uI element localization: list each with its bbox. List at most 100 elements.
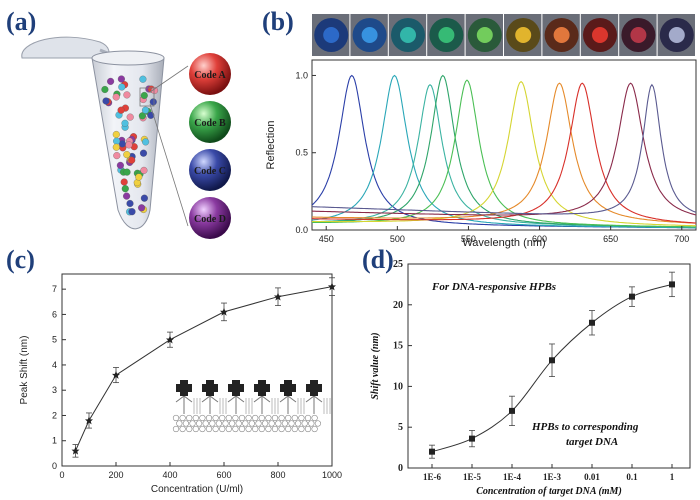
code-d-label: Code D (194, 214, 226, 225)
bead (126, 113, 134, 121)
panel-c-peak-shift-chart: 0 200 400 600 800 1000 0 1 2 3 4 5 6 7 Concentration … (19, 273, 342, 495)
surface-bead (278, 414, 285, 422)
surface-bead (298, 414, 305, 422)
swatch-glow (515, 27, 532, 43)
bead (126, 199, 134, 208)
enzyme-block (306, 380, 322, 396)
b-xtick-label: 650 (603, 234, 618, 244)
b-xtick-label: 450 (319, 234, 334, 244)
b-xtick-label: 500 (390, 234, 405, 244)
surface-bead (265, 414, 272, 422)
surface-bead (238, 414, 246, 422)
surface-bead (255, 420, 262, 427)
d-xtick-label: 1E-3 (543, 472, 562, 482)
c-ytick-label: 3 (52, 385, 57, 395)
surface-bead (314, 420, 322, 427)
bead (138, 204, 146, 212)
surface-bead (285, 425, 292, 433)
bead (118, 83, 126, 91)
surface-bead (225, 414, 232, 422)
d-square-marker (589, 319, 595, 326)
bead (121, 119, 129, 127)
c-ylabel: Peak Shift (nm) (19, 336, 30, 405)
surface-inset-diagram (172, 380, 331, 433)
swatch-glow (592, 27, 608, 43)
d-xtick-label: 1E-4 (503, 472, 522, 482)
spectrum-line (312, 82, 697, 224)
code-sphere-d: Code D (189, 197, 231, 239)
bead (125, 141, 133, 149)
enzyme-block (228, 380, 244, 396)
d-square-marker (669, 281, 675, 288)
swatch-glow (438, 27, 455, 43)
bead (113, 152, 121, 160)
surface-bead (196, 420, 203, 427)
surface-bead (258, 414, 265, 422)
surface-bead (172, 414, 180, 422)
enzyme-block (254, 380, 270, 396)
swatch-glow (668, 27, 685, 43)
zoom-box (139, 87, 155, 107)
d-xtick-label: 1E-6 (423, 472, 442, 482)
c-star-marker (274, 292, 282, 301)
surface-bead (209, 420, 216, 427)
surface-bead (242, 420, 249, 427)
d-xtick-label: 1 (670, 472, 675, 482)
spectra-lines (311, 74, 697, 229)
plot-frame-d (407, 263, 691, 469)
sphere-a-shape (189, 53, 231, 95)
panel-label-b: (b) (262, 7, 294, 36)
bead (102, 97, 110, 105)
bead (107, 77, 115, 85)
code-sphere-c: Code C (189, 149, 231, 191)
surface-bead (291, 414, 298, 422)
surface-bead (229, 420, 236, 427)
surface-bead (179, 414, 186, 422)
surface-bead (192, 425, 199, 433)
panel-a-tube-illustration: Code A Code B Code C Code D (21, 36, 231, 239)
swatch-glow (630, 27, 647, 43)
sphere-c-shape (189, 149, 231, 191)
surface-bead (298, 425, 305, 433)
surface-bead (179, 425, 186, 433)
code-sphere-a: Code A (189, 53, 231, 95)
b-xlabel: Wavelength (nm) (462, 237, 545, 249)
bead (128, 208, 136, 216)
surface-bead (222, 420, 229, 427)
surface-bead (268, 420, 275, 427)
surface-bead (212, 425, 219, 433)
surface-bead (271, 425, 279, 433)
c-ytick-label: 1 (52, 436, 57, 446)
d-xtick-label: 0.1 (626, 472, 638, 482)
bead (117, 106, 125, 114)
bead (112, 143, 120, 151)
surface-bead (182, 420, 189, 427)
bead (121, 185, 129, 193)
surface-bead (301, 420, 308, 427)
swatch-glow (476, 27, 493, 43)
surface-bead (304, 414, 312, 422)
spectrum-line (312, 83, 697, 215)
swatch-glow (361, 27, 378, 43)
c-star-marker (71, 446, 80, 455)
panel-label-d: (d) (362, 245, 394, 274)
code-a-label: Code A (194, 70, 226, 81)
code-b-label: Code B (194, 118, 226, 129)
b-ytick-label: 0.0 (295, 225, 308, 235)
enzyme-block (176, 380, 192, 396)
enzyme-block (280, 380, 296, 396)
surface-bead (205, 425, 213, 433)
bead (139, 75, 147, 83)
sphere-d-shape (189, 197, 231, 239)
bead (113, 137, 121, 145)
sphere-b-shape (189, 101, 231, 143)
swatch-strip (312, 14, 695, 56)
c-xtick-label: 600 (216, 470, 231, 480)
c-ytick-label: 5 (52, 335, 57, 345)
c-xtick-label: 0 (59, 470, 64, 480)
bead (139, 149, 148, 157)
axes-c-ticks: 0 200 400 600 800 1000 0 1 2 3 4 5 6 7 (52, 284, 342, 480)
surface-bead (258, 425, 265, 433)
